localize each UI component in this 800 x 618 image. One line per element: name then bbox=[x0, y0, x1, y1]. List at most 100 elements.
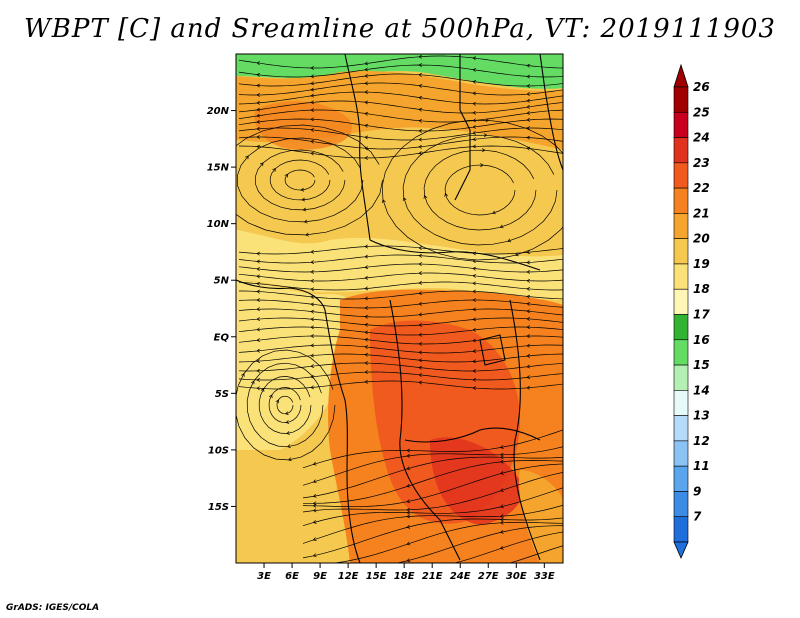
colorbar-label: 16 bbox=[693, 333, 710, 347]
border-line-3 bbox=[369, 239, 541, 271]
streamline-arrow bbox=[472, 91, 477, 96]
streamline-arrow bbox=[269, 394, 273, 399]
streamline bbox=[269, 159, 331, 201]
streamline bbox=[303, 460, 563, 504]
streamline-arrow bbox=[364, 337, 369, 342]
streamline-arrow bbox=[526, 375, 531, 380]
streamline-arrow bbox=[406, 448, 410, 453]
streamline-arrow bbox=[287, 457, 292, 462]
streamline-arrow bbox=[364, 286, 369, 291]
streamline-arrow bbox=[418, 151, 423, 155]
streamline-arrow bbox=[526, 126, 530, 130]
streamline-arrow bbox=[310, 334, 314, 338]
streamline-arrow bbox=[485, 118, 490, 123]
streamline-arrow bbox=[418, 291, 423, 296]
streamline-arrow bbox=[310, 278, 314, 283]
lat-label: 5N bbox=[214, 276, 230, 287]
streamline-arrow bbox=[526, 104, 531, 109]
colorbar-swatch bbox=[673, 263, 689, 290]
streamline-arrow bbox=[526, 135, 531, 140]
streamline-arrow bbox=[418, 271, 422, 276]
colorbar-swatch bbox=[673, 162, 689, 189]
streamline bbox=[238, 281, 563, 291]
latitude-axis: 20N 15N 10N 5N EQ 5S 10S 15S bbox=[207, 106, 236, 513]
streamline-arrow bbox=[423, 195, 428, 199]
colorbar-swatch bbox=[673, 516, 689, 543]
streamline-arrow bbox=[256, 317, 261, 321]
lat-label: 10S bbox=[208, 445, 229, 456]
streamline-arrow bbox=[259, 162, 264, 167]
streamline-arrow bbox=[364, 306, 368, 310]
streamline-arrow bbox=[364, 73, 369, 78]
streamline-arrow bbox=[418, 322, 423, 327]
streamline-arrow bbox=[526, 309, 531, 314]
streamline-arrow bbox=[472, 327, 477, 332]
streamline-arrow bbox=[256, 289, 261, 294]
streamline bbox=[284, 169, 316, 191]
streamline-arrow bbox=[526, 364, 531, 369]
streamline bbox=[302, 471, 563, 513]
colorbar-swatch bbox=[673, 238, 689, 265]
streamline-arrow bbox=[472, 266, 477, 271]
streamline-arrow bbox=[499, 514, 504, 519]
streamline-arrow bbox=[483, 133, 488, 138]
streamline-arrow bbox=[364, 90, 368, 95]
streamline-arrow bbox=[364, 322, 369, 327]
streamline-arrow bbox=[256, 348, 261, 353]
lon-label: 33E bbox=[534, 571, 555, 582]
streamline-arrow bbox=[406, 483, 411, 488]
colorbar-label: 7 bbox=[693, 510, 702, 524]
streamline-arrow bbox=[526, 302, 531, 306]
colorbar-swatch bbox=[673, 111, 689, 138]
grads-credit: GrADS: IGES/COLA bbox=[6, 603, 100, 613]
streamline-arrow bbox=[272, 168, 276, 172]
colorbar-swatch bbox=[673, 288, 689, 315]
colorbar-swatch bbox=[673, 440, 689, 467]
streamline-arrow bbox=[310, 385, 315, 390]
streamline-arrow bbox=[526, 91, 531, 96]
streamline bbox=[238, 55, 563, 69]
streamline-arrow bbox=[499, 529, 504, 534]
streamline-arrow bbox=[418, 84, 423, 88]
streamline bbox=[238, 109, 563, 123]
streamline-arrow bbox=[418, 342, 422, 346]
streamline bbox=[237, 137, 364, 223]
streamline-arrow bbox=[526, 343, 530, 348]
streamline bbox=[331, 521, 563, 563]
streamline-arrow bbox=[526, 287, 531, 291]
streamline bbox=[258, 376, 312, 434]
streamline-arrow bbox=[364, 67, 369, 72]
streamline-arrow bbox=[472, 289, 476, 294]
streamline-arrow bbox=[310, 343, 314, 348]
lon-label: 12E bbox=[338, 571, 359, 582]
colorbar-label: 17 bbox=[693, 308, 710, 322]
streamline-arrow bbox=[256, 100, 261, 105]
streamline-arrow bbox=[364, 296, 368, 301]
coastlines-borders bbox=[236, 54, 563, 563]
streamline-arrow bbox=[526, 74, 530, 79]
streamline-arrow bbox=[364, 146, 369, 151]
streamline-arrow bbox=[472, 349, 477, 354]
streamline-arrow bbox=[310, 249, 315, 254]
streamline-arrow bbox=[310, 74, 315, 79]
streamline-arrow bbox=[418, 312, 423, 317]
streamline-arrow bbox=[256, 135, 260, 139]
streamline-arrow bbox=[310, 269, 314, 274]
colorbar-label: 25 bbox=[693, 105, 710, 119]
streamline-arrow bbox=[472, 124, 477, 129]
colorbar-label: 15 bbox=[693, 358, 710, 372]
streamline-arrow bbox=[287, 444, 291, 449]
colorbar-label: 9 bbox=[693, 484, 701, 498]
streamline-arrow bbox=[472, 281, 477, 286]
colorbar-bottom-arrow bbox=[673, 541, 689, 559]
streamline-arrow bbox=[472, 144, 476, 149]
west-coastline bbox=[236, 279, 361, 563]
lake-victoria bbox=[479, 334, 506, 366]
lat-label: EQ bbox=[214, 332, 230, 343]
colorbar-label: 21 bbox=[693, 206, 710, 220]
streamline-arrow bbox=[406, 453, 411, 458]
streamline-arrow bbox=[256, 144, 261, 149]
streamline-arrow bbox=[310, 317, 315, 322]
streamline-arrow bbox=[364, 61, 369, 66]
streamline-arrow bbox=[499, 224, 504, 229]
